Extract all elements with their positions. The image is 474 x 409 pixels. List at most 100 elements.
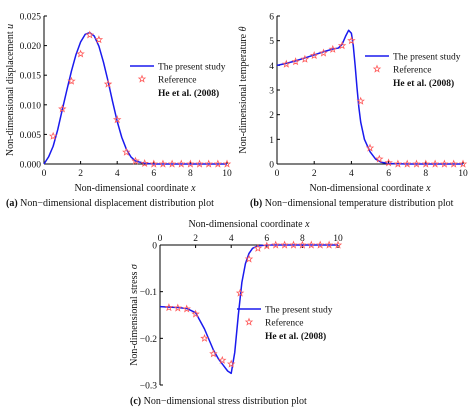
legend: The present study Reference He et al. (200… [365,53,461,89]
reference-marker [319,48,328,57]
x-axis-label-variable: x [190,183,196,194]
x-tick-label: 6 [151,169,156,179]
panel-caption: (c) Non−dimensional stress distribution … [130,396,307,407]
y-tick-label: 0 [152,242,157,252]
reference-marker [177,159,186,168]
x-axis-label-text: Non-dimensional coordinate [309,183,426,194]
reference-marker [253,243,263,252]
legend-entry-present-study: The present study [393,53,461,63]
reference-marker [262,241,272,250]
x-tick-label: 8 [188,169,193,179]
reference-marker [167,159,177,168]
reference-marker [149,159,159,168]
reference-marker [76,49,85,58]
x-tick-label: 10 [222,169,232,179]
reference-marker [309,51,319,60]
chart-panel-b: 0 2 4 6 8 10 0 1 2 3 4 5 6 Non-dimensional coordinate… [238,13,468,210]
reference-marker [85,30,94,39]
x-tick-label: 8 [300,234,305,244]
legend: The present study Reference He et al. (200… [237,306,333,342]
reference-marker [67,76,76,85]
x-tick-label: 10 [458,169,468,179]
x-tick-label: 6 [386,169,391,179]
panel-caption-text: Non−dimensional temperature distribution… [262,198,453,209]
reference-marker [209,349,218,358]
y-axis-label-variable: u [5,24,16,29]
x-tick-label: 2 [78,169,83,179]
y-tick-label: 0.010 [20,101,42,111]
y-tick-label: 0.025 [20,13,42,23]
reference-marker [182,304,191,313]
reference-marker [298,240,307,249]
reference-marker [222,159,232,168]
y-tick-label: 0.005 [20,131,42,141]
x-tick-label: 8 [423,169,428,179]
reference-marker [158,159,168,168]
y-axis-label-text: Non-dimensional displacement [5,29,16,156]
legend-entry-source: He et al. (2008) [265,331,326,342]
reference-marker [218,355,227,364]
y-tick-label: 0.015 [20,72,42,82]
x-axis-label: Non-dimensional coordinate x [188,219,310,230]
reference-marker [94,35,104,44]
x-tick-label: 0 [42,169,47,179]
reference-marker [112,115,122,124]
reference-marker [204,159,213,168]
y-tick-label: 0.020 [20,42,42,52]
legend-entry-reference: Reference [265,318,304,329]
legend-marker-swatch [244,317,254,326]
reference-marker [271,240,280,249]
chart-panel-c: 0 2 4 6 8 10 0 −0.1 −0.2 −0.3 Non-dimensional coor… [129,219,343,407]
reference-marker [393,159,403,168]
panel-caption: (a) Non−dimensional displacement distrib… [6,198,214,209]
y-tick-label: −0.3 [140,382,157,392]
panel-caption-tag: (b) [250,198,262,209]
reference-marker [289,240,298,249]
x-tick-label: 0 [275,169,280,179]
y-tick-label: −0.2 [140,335,157,345]
legend-marker-swatch [372,64,382,73]
y-axis-label: Non-dimensional temperature θ [238,26,249,153]
reference-marker [122,147,131,156]
reference-marker [449,159,458,168]
x-axis-label: Non-dimensional coordinate x [74,183,196,194]
reference-marker [140,158,149,168]
x-tick-label: 6 [264,234,269,244]
legend-entry-source: He et al. (2008) [158,88,219,99]
y-tick-label: 2 [269,111,274,121]
panel-caption-tag: (c) [130,396,141,407]
reference-marker [213,159,223,168]
y-tick-label: 3 [269,87,274,97]
reference-marker [430,159,440,168]
x-axis-label-variable: x [425,183,431,194]
y-tick-label: −0.1 [140,288,157,298]
reference-marker [48,131,58,140]
reference-marker [440,159,449,168]
x-tick-label: 0 [158,234,163,244]
x-axis-label-variable: x [304,219,310,230]
y-axis-label: Non-dimensional stress σ [129,263,140,366]
reference-marker [244,254,254,263]
reference-marker [173,303,183,312]
reference-marker [328,44,338,53]
y-axis-label-text: Non-dimensional temperature [238,31,249,153]
reference-marker [458,159,468,168]
reference-marker [402,159,412,168]
y-tick-label: 0.000 [20,161,42,171]
reference-marker [200,333,209,342]
series-line-present-study [159,244,338,375]
reference-marker [195,159,204,168]
reference-marker [347,36,356,45]
legend-entry-source: He et al. (2008) [393,78,454,89]
x-tick-label: 10 [333,234,343,244]
y-axis-label-variable: θ [238,26,249,31]
legend-entry-reference: Reference [158,75,197,86]
reference-marker [356,96,365,105]
reference-marker [421,159,431,168]
reference-marker [226,359,236,368]
reference-marker [324,240,334,249]
panel-caption-text: Non−dimensional displacement distributio… [18,198,214,209]
reference-marker [282,59,291,68]
x-tick-label: 4 [115,169,120,179]
reference-marker [291,57,300,66]
